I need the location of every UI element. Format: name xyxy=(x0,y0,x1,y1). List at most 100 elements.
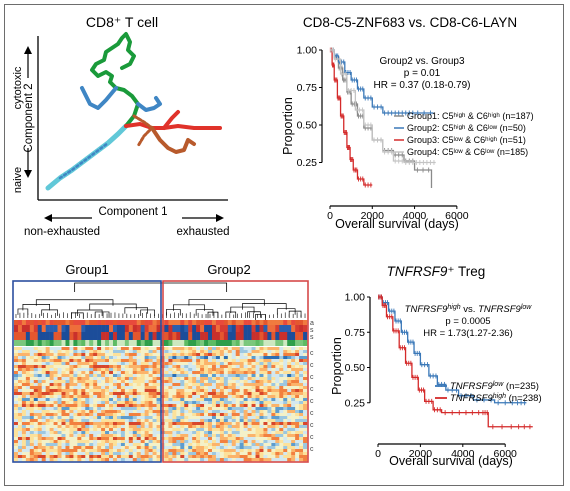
heat-cell xyxy=(283,452,288,456)
heat-cell xyxy=(291,428,296,432)
heat-cell xyxy=(255,416,260,420)
heat-cell xyxy=(109,431,114,435)
heat-cell xyxy=(251,404,256,408)
annotation-cell xyxy=(184,320,189,325)
heat-cell xyxy=(204,437,209,441)
heat-cell xyxy=(14,431,19,435)
heat-cell xyxy=(295,440,300,444)
heat-cell xyxy=(196,380,201,384)
heat-cell xyxy=(303,368,308,372)
y-tick-label: 0.50 xyxy=(345,362,366,374)
heat-cell xyxy=(89,392,94,396)
heat-cell xyxy=(239,452,244,456)
annotation-cell xyxy=(17,325,23,332)
heat-cell xyxy=(136,458,142,462)
heat-cell xyxy=(208,428,213,432)
annotation-cell xyxy=(116,320,122,325)
heat-cell xyxy=(45,437,50,441)
heat-cell xyxy=(128,452,134,456)
heat-cell xyxy=(17,428,23,432)
heat-cell xyxy=(239,398,244,402)
heat-cell xyxy=(25,347,31,351)
heat-cell xyxy=(109,389,114,393)
heat-cell xyxy=(176,455,181,459)
heat-cell xyxy=(136,353,142,357)
heat-cell xyxy=(124,437,130,441)
annotation-cell xyxy=(267,320,272,325)
heat-cell xyxy=(93,365,98,369)
heat-cell xyxy=(116,386,122,390)
heat-cell xyxy=(81,434,86,438)
heat-cell xyxy=(73,446,78,450)
heat-cell xyxy=(243,425,248,429)
heat-cell xyxy=(37,449,43,453)
heat-cell xyxy=(136,431,142,435)
heat-cell xyxy=(275,458,280,462)
heat-cell xyxy=(287,395,292,399)
heat-cell xyxy=(69,395,74,399)
heat-cell xyxy=(231,362,237,366)
heat-cell xyxy=(14,428,19,432)
annotation-cell xyxy=(239,325,244,332)
annotation-cell xyxy=(152,340,157,346)
dendro-branch xyxy=(188,299,265,306)
heat-cell xyxy=(231,404,237,408)
heat-cell xyxy=(140,365,145,369)
heat-cell xyxy=(132,449,138,453)
heat-cell xyxy=(57,380,62,384)
heat-cell xyxy=(65,434,70,438)
heat-cell xyxy=(188,431,193,435)
heat-cell xyxy=(93,431,98,435)
heat-cell xyxy=(227,383,233,387)
heat-cell xyxy=(85,428,90,432)
heat-cell xyxy=(116,395,122,399)
heat-cell xyxy=(120,434,126,438)
annotation-cell xyxy=(303,325,308,332)
heat-cell xyxy=(299,356,304,360)
heat-cell xyxy=(61,353,66,357)
heat-cell xyxy=(303,407,308,411)
heat-cell xyxy=(112,380,118,384)
heat-cell xyxy=(65,440,70,444)
heat-cell xyxy=(120,458,126,462)
heat-cell xyxy=(97,413,102,417)
heat-cell xyxy=(65,398,70,402)
heat-cell xyxy=(279,350,284,354)
heat-cell xyxy=(247,389,252,393)
heat-cell xyxy=(208,398,213,402)
heat-cell xyxy=(303,431,308,435)
heat-cell xyxy=(109,452,114,456)
heat-cell xyxy=(77,434,82,438)
heat-cell xyxy=(73,431,78,435)
heat-cell xyxy=(109,377,114,381)
heat-cell xyxy=(73,371,78,375)
heat-cell xyxy=(164,410,169,414)
heat-cell xyxy=(275,365,280,369)
heat-cell xyxy=(168,452,173,456)
annotation-cell xyxy=(263,332,268,340)
heat-cell xyxy=(303,455,308,459)
heat-cell xyxy=(227,434,233,438)
heat-cell xyxy=(41,374,46,378)
heat-cell xyxy=(259,440,264,444)
heat-cell xyxy=(25,410,31,414)
heat-cell xyxy=(101,410,106,414)
heat-cell xyxy=(69,377,74,381)
heat-cell xyxy=(267,347,272,351)
heat-cell xyxy=(124,404,130,408)
heat-cell xyxy=(219,395,225,399)
heat-cell xyxy=(231,380,237,384)
heat-cell xyxy=(69,437,74,441)
heat-cell xyxy=(196,437,201,441)
heat-cell xyxy=(132,407,138,411)
heat-cell xyxy=(120,410,126,414)
heat-cell xyxy=(283,353,288,357)
heat-cell xyxy=(25,422,31,426)
heat-cell xyxy=(192,371,197,375)
heat-cell xyxy=(37,350,43,354)
heat-cell xyxy=(235,401,240,405)
heat-cell xyxy=(259,443,264,447)
heat-cell xyxy=(259,458,264,462)
heat-cell xyxy=(148,449,153,453)
heat-cell xyxy=(41,446,46,450)
